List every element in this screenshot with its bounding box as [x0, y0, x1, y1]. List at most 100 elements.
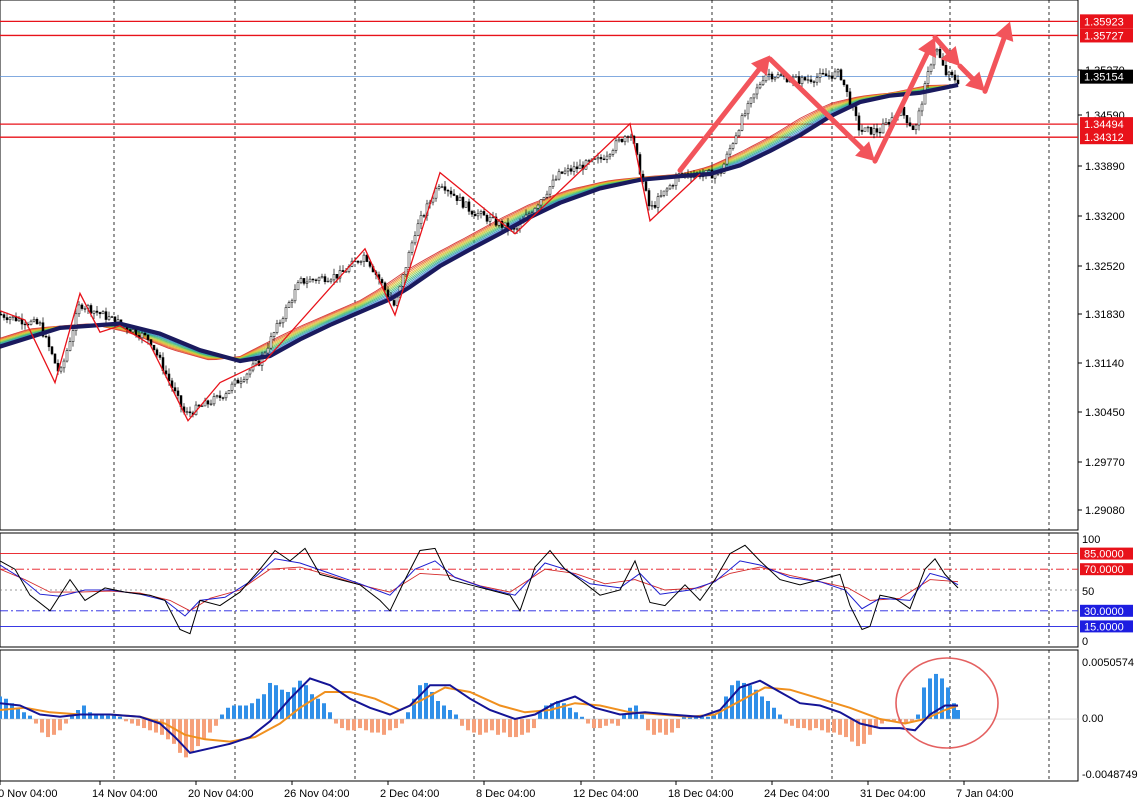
- candle-body: [155, 349, 159, 356]
- candle-body: [869, 126, 873, 135]
- candle-body: [248, 369, 252, 375]
- macd-histogram-bar: [916, 714, 920, 720]
- price-level-box: 1.35923: [1080, 14, 1133, 28]
- panel-frames: [0, 0, 1079, 782]
- macd-histogram-bar: [574, 712, 578, 720]
- candle-body: [773, 77, 777, 80]
- candle-body: [296, 282, 300, 290]
- candle-body: [284, 307, 288, 320]
- candle-body: [11, 316, 15, 318]
- candle-body: [920, 103, 924, 112]
- oscillator-scale-label: 0: [1082, 636, 1088, 648]
- price-level-box-bg: [1080, 130, 1133, 145]
- macd-histogram-bar: [754, 689, 758, 720]
- macd-histogram-bar: [382, 719, 386, 735]
- macd-histogram-bar: [394, 719, 398, 729]
- macd-histogram-bar: [652, 719, 656, 735]
- candle-body: [779, 74, 783, 76]
- macd-histogram-bar: [556, 700, 560, 720]
- macd-histogram-bar: [766, 700, 770, 720]
- time-tick-label: 7 Jan 04:00: [956, 788, 1014, 800]
- time-axis: 10 Nov 04:00 14 Nov 04:00 20 Nov 04:00 26 N…: [0, 781, 1014, 800]
- oscillator-level-label: 85.0000: [1084, 549, 1124, 561]
- candle-body: [230, 383, 234, 391]
- candle-body: [359, 261, 363, 263]
- candle-body: [770, 73, 774, 80]
- candle-body: [146, 334, 150, 340]
- macd-histogram-bar: [616, 719, 620, 726]
- macd-histogram-bar: [160, 719, 164, 735]
- candle-body: [848, 91, 852, 107]
- macd-histogram-bar: [220, 714, 224, 720]
- macd-histogram-bar: [568, 707, 572, 720]
- macd-histogram-bar: [58, 719, 62, 731]
- candle-body: [2, 314, 6, 318]
- ribbon-line: [0, 85, 953, 361]
- oscillator-scale-label: 50: [1082, 586, 1094, 598]
- macd-histogram-bar: [550, 703, 554, 720]
- oscillator-level-box: 70.0000: [1080, 563, 1133, 576]
- candle-body: [341, 270, 345, 272]
- candle-body: [224, 393, 228, 399]
- candle-body: [818, 72, 822, 78]
- macd-histogram-bar: [832, 719, 836, 733]
- candle-body: [326, 280, 330, 283]
- candle-body: [335, 274, 339, 279]
- candle-body: [878, 131, 882, 134]
- macd-histogram-bar: [772, 707, 776, 720]
- oscillator-scale-label: 100: [1082, 534, 1100, 546]
- arrow-shaft: [767, 56, 865, 152]
- candle-body: [254, 360, 258, 365]
- macd-histogram-bar: [622, 714, 626, 720]
- candle-body: [842, 79, 846, 86]
- candle-body: [926, 71, 930, 84]
- candle-body: [758, 84, 762, 89]
- zigzag: [0, 122, 701, 422]
- macd-histogram-bar: [658, 719, 662, 733]
- macd-histogram-bar: [952, 703, 956, 720]
- candle-body: [206, 400, 210, 405]
- candle-body: [236, 379, 240, 384]
- candle-body: [317, 277, 321, 281]
- candle-body: [269, 336, 273, 349]
- macd-histogram-bar: [262, 694, 266, 720]
- candle-body: [290, 300, 294, 303]
- macd-histogram-bar: [70, 714, 74, 720]
- macd-histogram-bar: [292, 687, 296, 720]
- macd-histogram-bar: [646, 719, 650, 731]
- candle-body: [836, 69, 840, 73]
- macd-histogram-bar: [370, 719, 374, 733]
- candle-body: [131, 329, 135, 333]
- macd-histogram-bar: [298, 680, 302, 720]
- candle-body: [902, 106, 906, 116]
- macd-histogram-bar: [10, 703, 14, 720]
- candles: [0, 45, 960, 418]
- candle-body: [614, 140, 618, 151]
- candle-body: [143, 332, 147, 336]
- time-tick-label: 26 Nov 04:00: [284, 788, 349, 800]
- macd-histogram-bar: [208, 719, 212, 733]
- macd-histogram-bar: [16, 707, 20, 720]
- macd-histogram-bar: [748, 685, 752, 720]
- candle-body: [71, 330, 75, 342]
- candle-body: [8, 317, 12, 321]
- macd-histogram-bar: [640, 714, 644, 720]
- arrow-shaft: [677, 67, 762, 173]
- forecast-arrows: [677, 21, 1014, 173]
- macd-histogram-bar: [334, 719, 338, 724]
- candle-body: [152, 344, 156, 351]
- macd-histogram-bar: [874, 719, 878, 729]
- macd-histogram-bar: [406, 712, 410, 720]
- candle-body: [656, 196, 660, 208]
- arrow-shaft: [872, 51, 930, 164]
- main-price-panel[interactable]: [0, 0, 1079, 531]
- macd-histogram-bar: [700, 716, 704, 720]
- candle-body: [164, 370, 168, 375]
- macd-histogram-bar: [526, 719, 530, 733]
- candle-body: [911, 125, 915, 131]
- macd-histogram-bar: [364, 719, 368, 731]
- candle-body: [539, 199, 543, 206]
- macd-histogram-bar: [82, 705, 86, 720]
- macd-histogram-bar: [232, 705, 236, 720]
- macd-histogram-bar: [358, 719, 362, 729]
